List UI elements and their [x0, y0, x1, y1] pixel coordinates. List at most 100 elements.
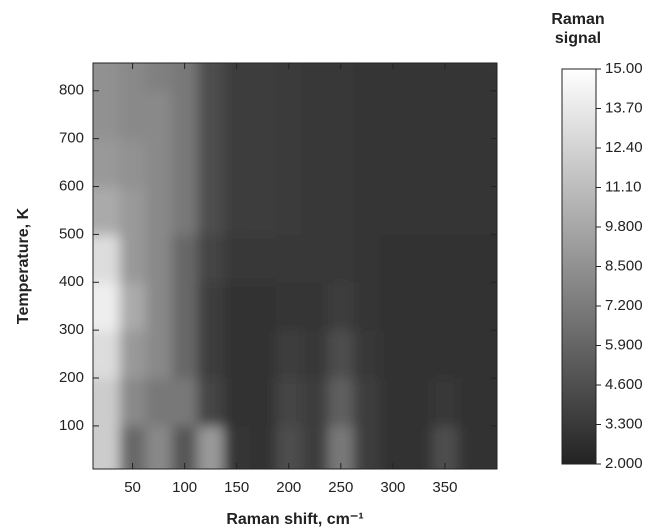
heatmap-cell: [431, 138, 459, 188]
y-tick-label: 600: [59, 177, 84, 194]
heatmap-cell: [197, 378, 225, 427]
heatmap-cell: [353, 138, 381, 188]
heatmap-cell: [171, 282, 199, 331]
heatmap-cell: [171, 90, 199, 140]
heatmap-cell: [353, 186, 381, 235]
heatmap-cell: [249, 234, 277, 283]
heatmap-cell: [431, 63, 459, 92]
heatmap-cell: [327, 234, 355, 283]
heatmap-cell: [457, 282, 497, 331]
heatmap-cell: [457, 378, 497, 427]
heatmap-cell: [119, 282, 147, 331]
heatmap-cell: [197, 186, 225, 235]
colorbar-tick-label: 13.70: [605, 99, 643, 116]
heatmap-cell: [145, 282, 173, 331]
heatmap-cell: [93, 378, 121, 427]
colorbar-tick-label: 2.000: [605, 455, 643, 472]
heatmap-cell: [431, 186, 459, 235]
heatmap-cell: [93, 330, 121, 379]
colorbar-title: Raman signal: [551, 11, 605, 47]
heatmap-cell: [457, 90, 497, 140]
heatmap-cell: [327, 138, 355, 188]
colorbar-tick-label: 4.600: [605, 376, 643, 393]
heatmap-cell: [301, 234, 329, 283]
heatmap-cell: [93, 138, 121, 188]
colorbar-tick-label: 5.900: [605, 336, 643, 353]
heatmap-cell: [93, 234, 121, 283]
heatmap-cell: [327, 378, 355, 427]
colorbar: [561, 68, 597, 465]
heatmap-cell: [353, 282, 381, 331]
heatmap-cell: [223, 90, 251, 140]
heatmap-cell: [249, 138, 277, 188]
heatmap-cell: [405, 90, 433, 140]
heatmap-cell: [223, 63, 251, 92]
heatmap-cell: [275, 186, 303, 235]
heatmap-cell: [327, 90, 355, 140]
heatmap-cell: [405, 138, 433, 188]
heatmap-cell: [171, 234, 199, 283]
heatmap-cell: [223, 282, 251, 331]
heatmap-cell: [119, 90, 147, 140]
heatmap: [93, 63, 497, 469]
heatmap-cell: [171, 425, 199, 469]
heatmap-cell: [249, 282, 277, 331]
heatmap-cell: [223, 138, 251, 188]
heatmap-cell: [171, 138, 199, 188]
heatmap-cell: [119, 234, 147, 283]
heatmap-cell: [301, 330, 329, 379]
heatmap-cell: [223, 378, 251, 427]
heatmap-cell: [249, 378, 277, 427]
heatmap-cell: [353, 378, 381, 427]
colorbar-tick-label: 9.800: [605, 218, 643, 235]
x-tick-label: 200: [276, 479, 301, 496]
heatmap-cell: [93, 63, 121, 92]
colorbar-tick-label: 12.40: [605, 139, 643, 156]
heatmap-cell: [379, 425, 407, 469]
heatmap-cell: [431, 282, 459, 331]
heatmap-cell: [171, 186, 199, 235]
heatmap-cell: [275, 330, 303, 379]
heatmap-cell: [93, 282, 121, 331]
y-tick-label: 400: [59, 273, 84, 290]
heatmap-cell: [145, 234, 173, 283]
heatmap-cell: [405, 425, 433, 469]
heatmap-cell: [457, 63, 497, 92]
heatmap-cell: [197, 63, 225, 92]
y-tick-label: 100: [59, 417, 84, 434]
heatmap-cell: [353, 330, 381, 379]
heatmap-cell: [145, 330, 173, 379]
heatmap-cell: [197, 234, 225, 283]
heatmap-cell: [301, 90, 329, 140]
heatmap-cell: [119, 186, 147, 235]
heatmap-cell: [275, 425, 303, 469]
heatmap-cell: [119, 138, 147, 188]
heatmap-cell: [301, 138, 329, 188]
heatmap-cell: [431, 330, 459, 379]
heatmap-cell: [197, 330, 225, 379]
heatmap-cell: [197, 425, 225, 469]
y-tick-label: 800: [59, 82, 84, 99]
heatmap-cell: [171, 378, 199, 427]
x-tick-label: 50: [124, 479, 141, 496]
heatmap-cell: [353, 90, 381, 140]
heatmap-cell: [405, 378, 433, 427]
heatmap-cell: [275, 282, 303, 331]
heatmap-cell: [119, 63, 147, 92]
heatmap-cell: [327, 186, 355, 235]
x-tick-label: 250: [328, 479, 353, 496]
heatmap-cell: [223, 425, 251, 469]
heatmap-cell: [223, 234, 251, 283]
heatmap-cell: [431, 90, 459, 140]
heatmap-cell: [249, 186, 277, 235]
heatmap-cell: [353, 63, 381, 92]
colorbar-tick-label: 7.200: [605, 297, 643, 314]
y-tick-label: 500: [59, 225, 84, 242]
heatmap-cell: [249, 63, 277, 92]
heatmap-cell: [327, 282, 355, 331]
x-tick-label: 100: [172, 479, 197, 496]
heatmap-cell: [379, 90, 407, 140]
heatmap-cell: [379, 234, 407, 283]
heatmap-cell: [145, 378, 173, 427]
